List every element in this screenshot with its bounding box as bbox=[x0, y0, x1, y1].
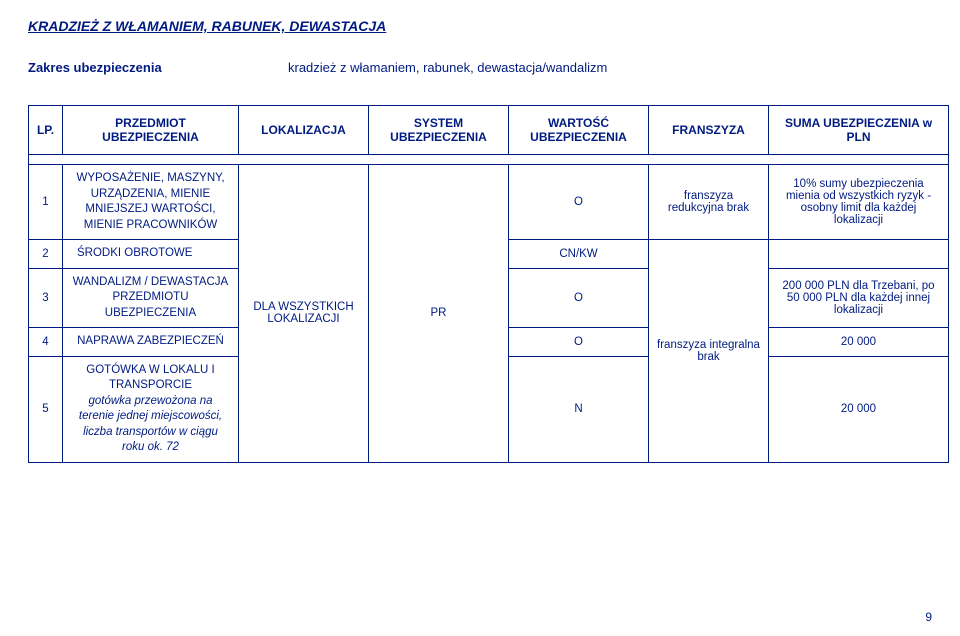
scope-label: Zakres ubezpieczenia bbox=[28, 60, 288, 75]
cell-lp: 3 bbox=[29, 268, 63, 328]
scope-value: kradzież z włamaniem, rabunek, dewastacj… bbox=[288, 60, 607, 75]
col-val: WARTOŚĆ UBEZPIECZENIA bbox=[509, 106, 649, 155]
cell-subject: NAPRAWA ZABEZPIECZEŃ bbox=[63, 328, 239, 357]
col-lp: LP. bbox=[29, 106, 63, 155]
col-sum: SUMA UBEZPIECZENIA w PLN bbox=[769, 106, 949, 155]
scope-row: Zakres ubezpieczenia kradzież z włamanie… bbox=[28, 60, 932, 75]
col-fr: FRANSZYZA bbox=[649, 106, 769, 155]
cell-val: CN/KW bbox=[509, 240, 649, 269]
cell-subject-pre: GOTÓWKA W LOKALU I TRANSPORCIE bbox=[86, 364, 214, 392]
col-subject: PRZEDMIOT UBEZPIECZENIA bbox=[63, 106, 239, 155]
col-sys: SYSTEM UBEZPIECZENIA bbox=[369, 106, 509, 155]
cell-subject: WYPOSAŻENIE, MASZYNY, URZĄDZENIA, MIENIE… bbox=[63, 165, 239, 240]
cell-sum bbox=[769, 240, 949, 269]
cell-val: O bbox=[509, 165, 649, 240]
cell-val: O bbox=[509, 328, 649, 357]
cell-lp: 5 bbox=[29, 356, 63, 462]
col-loc: LOKALIZACJA bbox=[239, 106, 369, 155]
cell-val: O bbox=[509, 268, 649, 328]
cell-fr: franszyza integralna brak bbox=[649, 240, 769, 463]
cell-subject: ŚRODKI OBROTOWE bbox=[63, 240, 239, 269]
cell-lp: 1 bbox=[29, 165, 63, 240]
cell-lp: 4 bbox=[29, 328, 63, 357]
cell-fr: franszyza redukcyjna brak bbox=[649, 165, 769, 240]
page-title: KRADZIEŻ Z WŁAMANIEM, RABUNEK, DEWASTACJ… bbox=[28, 18, 932, 34]
insurance-table: LP. PRZEDMIOT UBEZPIECZENIA LOKALIZACJA … bbox=[28, 105, 949, 463]
cell-sys: PR bbox=[369, 165, 509, 463]
cell-subject: WANDALIZM / DEWASTACJA PRZEDMIOTU UBEZPI… bbox=[63, 268, 239, 328]
cell-sum: 10% sumy ubezpieczenia mienia od wszystk… bbox=[769, 165, 949, 240]
cell-loc: DLA WSZYSTKICH LOKALIZACJI bbox=[239, 165, 369, 463]
cell-lp: 2 bbox=[29, 240, 63, 269]
table-row: 1 WYPOSAŻENIE, MASZYNY, URZĄDZENIA, MIEN… bbox=[29, 165, 949, 240]
cell-sum: 20 000 bbox=[769, 356, 949, 462]
cell-subject-italic: gotówka przewożona na terenie jednej mie… bbox=[79, 395, 222, 454]
page-number: 9 bbox=[925, 610, 932, 624]
cell-sum: 20 000 bbox=[769, 328, 949, 357]
spacer bbox=[29, 155, 949, 165]
cell-subject: GOTÓWKA W LOKALU I TRANSPORCIE gotówka p… bbox=[63, 356, 239, 462]
cell-val: N bbox=[509, 356, 649, 462]
cell-sum: 200 000 PLN dla Trzebani, po 50 000 PLN … bbox=[769, 268, 949, 328]
